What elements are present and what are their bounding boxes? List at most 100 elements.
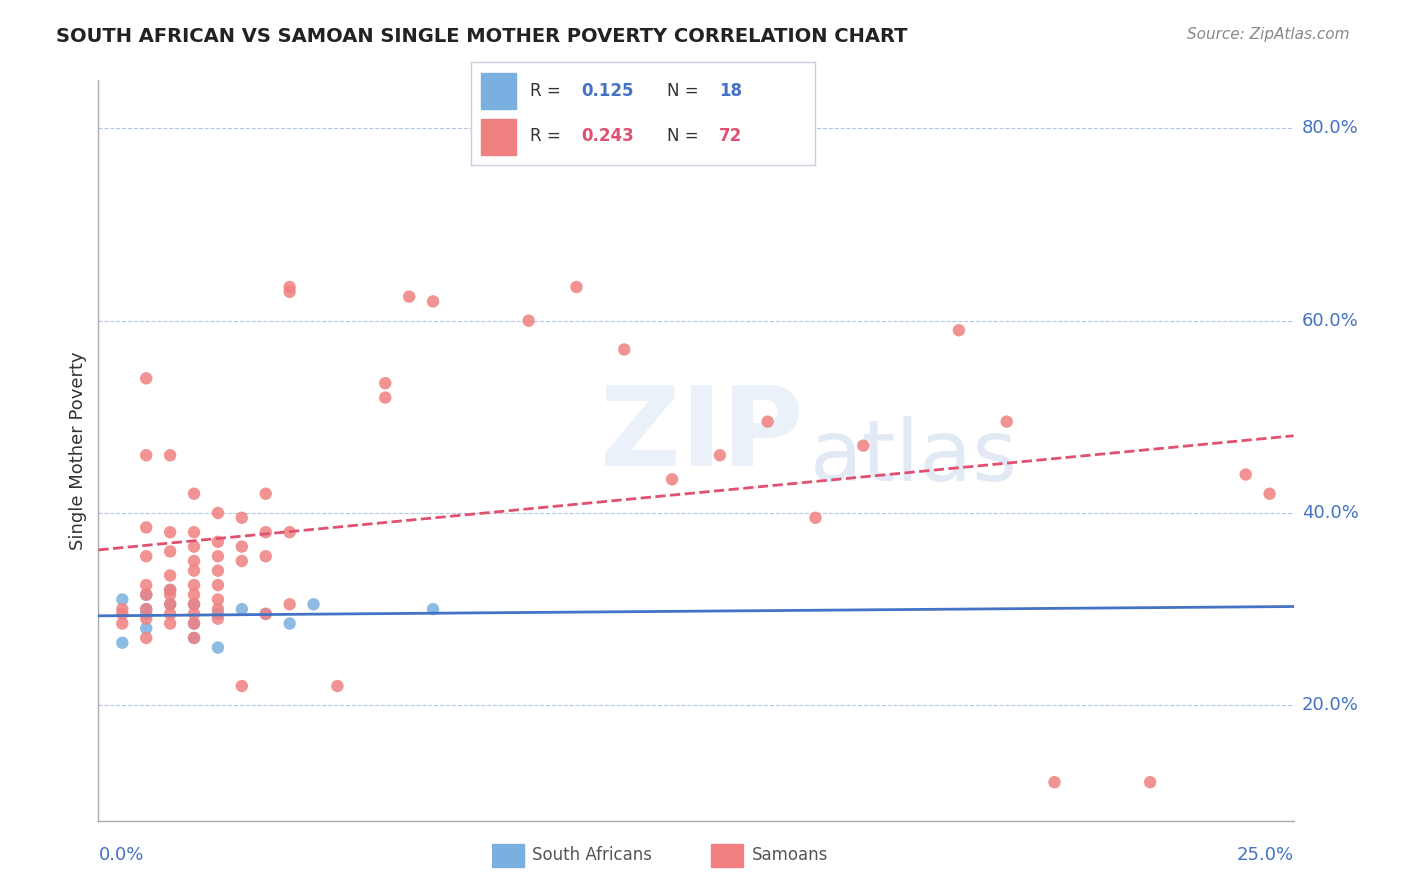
Point [1258,487,1281,501]
Point [183,631,205,645]
Point [254,487,277,501]
Point [278,525,301,540]
Text: Source: ZipAtlas.com: Source: ZipAtlas.com [1187,27,1350,42]
Point [231,602,253,616]
Point [948,323,970,337]
Point [207,564,229,578]
Point [159,582,181,597]
Point [231,554,253,568]
Point [374,376,396,391]
Point [159,588,181,602]
Point [111,607,134,621]
Point [278,616,301,631]
Point [804,510,827,524]
Point [135,549,157,564]
Point [278,285,301,299]
Y-axis label: Single Mother Poverty: Single Mother Poverty [69,351,87,549]
Point [422,602,444,616]
Text: R =: R = [530,128,565,145]
Text: N =: N = [668,128,704,145]
Point [207,640,229,655]
Text: 0.243: 0.243 [581,128,634,145]
Text: Samoans: Samoans [751,847,828,864]
Point [254,607,277,621]
Text: ZIP: ZIP [600,382,804,489]
Point [159,607,181,621]
Point [398,290,420,304]
Text: N =: N = [668,82,704,100]
Point [231,679,253,693]
Point [852,439,875,453]
Point [183,631,205,645]
Point [517,313,540,327]
Point [159,582,181,597]
Point [661,472,683,486]
Point [183,616,205,631]
Text: 40.0%: 40.0% [1302,504,1358,522]
Text: 20.0%: 20.0% [1302,697,1358,714]
Point [207,534,229,549]
Point [207,592,229,607]
Text: atlas: atlas [810,417,1018,500]
Point [422,294,444,309]
Point [159,525,181,540]
Point [278,597,301,611]
Point [159,544,181,558]
Point [135,578,157,592]
Text: 80.0%: 80.0% [1302,120,1358,137]
Point [159,568,181,582]
Point [183,564,205,578]
Point [231,510,253,524]
Text: 25.0%: 25.0% [1236,846,1294,863]
Point [207,612,229,626]
Text: R =: R = [530,82,565,100]
Point [565,280,588,294]
Point [207,602,229,616]
Point [613,343,636,357]
Bar [481,119,516,155]
Point [207,549,229,564]
Point [709,448,731,462]
Text: 60.0%: 60.0% [1302,311,1358,330]
Point [135,631,157,645]
Point [159,597,181,611]
Point [135,607,157,621]
Point [135,602,157,616]
Text: 0.125: 0.125 [581,82,634,100]
Text: SOUTH AFRICAN VS SAMOAN SINGLE MOTHER POVERTY CORRELATION CHART: SOUTH AFRICAN VS SAMOAN SINGLE MOTHER PO… [56,27,908,45]
Point [135,612,157,626]
Point [470,121,492,136]
Text: 18: 18 [718,82,742,100]
Point [183,540,205,554]
Point [756,415,779,429]
Point [183,554,205,568]
Point [254,549,277,564]
Point [254,607,277,621]
Point [159,448,181,462]
Point [135,520,157,534]
Point [183,578,205,592]
Text: 72: 72 [718,128,742,145]
Bar [492,844,523,867]
Point [135,602,157,616]
Point [207,607,229,621]
Point [111,592,134,607]
Point [111,616,134,631]
Point [183,597,205,611]
Point [207,506,229,520]
Point [183,588,205,602]
Point [231,540,253,554]
Point [302,597,325,611]
Point [183,487,205,501]
Bar [711,844,742,867]
Point [159,597,181,611]
Point [135,588,157,602]
Point [254,525,277,540]
Point [995,415,1018,429]
Point [135,588,157,602]
Point [135,371,157,385]
Point [135,448,157,462]
Point [326,679,349,693]
Point [1139,775,1161,789]
Point [183,607,205,621]
